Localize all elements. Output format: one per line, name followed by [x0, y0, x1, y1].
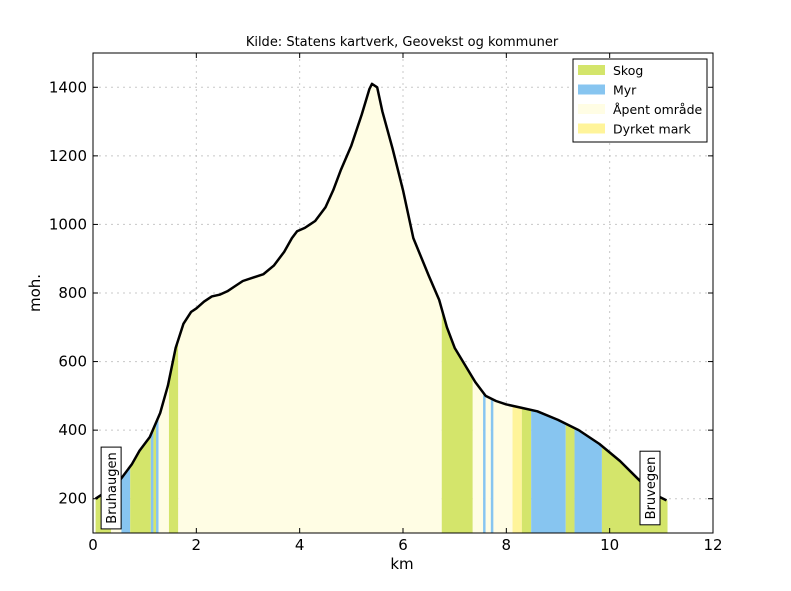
terrain-segment--pent-omr-de: [158, 380, 169, 533]
terrain-segment-myr: [150, 428, 154, 533]
terrain-segment-myr: [490, 398, 494, 533]
y-tick-label: 200: [58, 490, 87, 508]
y-tick-label: 400: [58, 421, 87, 439]
legend-entry: Myr: [613, 83, 637, 98]
legend-swatch: [578, 104, 605, 114]
annotation-label: Bruvegen: [644, 457, 659, 520]
legend: Skog Myr Åpent område Dyrket mark: [572, 58, 708, 143]
y-axis-label: moh.: [26, 274, 44, 312]
annotation-box: [639, 450, 661, 526]
plot-area: Bruhaugen Bruvegen: [92, 52, 714, 534]
elevation-profile-line: [94, 82, 668, 502]
terrain-segment-myr: [121, 466, 131, 533]
x-axis-label: km: [390, 555, 413, 573]
x-tick-label: 4: [295, 536, 305, 554]
place-annotation: Bruvegen: [639, 450, 661, 526]
terrain-segment-myr: [574, 428, 602, 533]
place-annotation: Bruhaugen: [100, 446, 122, 530]
terrain-segment-skog: [153, 422, 157, 533]
terrain-segment-myr: [156, 416, 159, 533]
x-tick-label: 12: [703, 536, 722, 554]
terrain-segment--pent-omr-de: [178, 83, 442, 533]
x-tick-label: 0: [88, 536, 98, 554]
terrain-segment-skog: [168, 339, 179, 533]
terrain-segment--pent-omr-de: [493, 399, 513, 533]
x-axis: 0 2 4 6 8 10 12: [88, 53, 723, 554]
x-tick-label: 8: [502, 536, 512, 554]
x-tick-label: 2: [192, 536, 202, 554]
terrain-segment--pent-omr-de: [485, 395, 491, 533]
x-tick-label: 10: [600, 536, 619, 554]
legend-swatch: [578, 123, 605, 134]
annotation-label: Bruhaugen: [105, 452, 120, 523]
terrain-segment-skog: [521, 407, 532, 533]
y-tick-label: 600: [58, 353, 87, 371]
legend-swatch: [578, 65, 605, 75]
y-tick-label: 800: [58, 284, 87, 302]
legend-entry: Dyrket mark: [613, 122, 691, 137]
y-tick-label: 1400: [49, 78, 87, 96]
terrain-segment-myr: [483, 392, 486, 533]
terrain-segment-myr: [531, 409, 566, 533]
terrain-segment--pent-omr-de: [472, 377, 484, 533]
terrain-segment-skog: [565, 423, 575, 533]
chart-title: Kilde: Statens kartverk, Geovekst og kom…: [246, 35, 559, 50]
legend-swatch: [578, 84, 605, 95]
y-tick-label: 1200: [49, 147, 87, 165]
y-tick-label: 1000: [49, 215, 87, 233]
y-axis: 200 400 600 800 1000 1200 1400: [49, 78, 713, 508]
annotation-box: [100, 446, 122, 530]
terrain-segment-dyrket-mark: [512, 405, 522, 533]
legend-entry: Skog: [613, 63, 643, 78]
x-tick-label: 6: [398, 536, 408, 554]
legend-entry: Åpent område: [613, 102, 703, 117]
